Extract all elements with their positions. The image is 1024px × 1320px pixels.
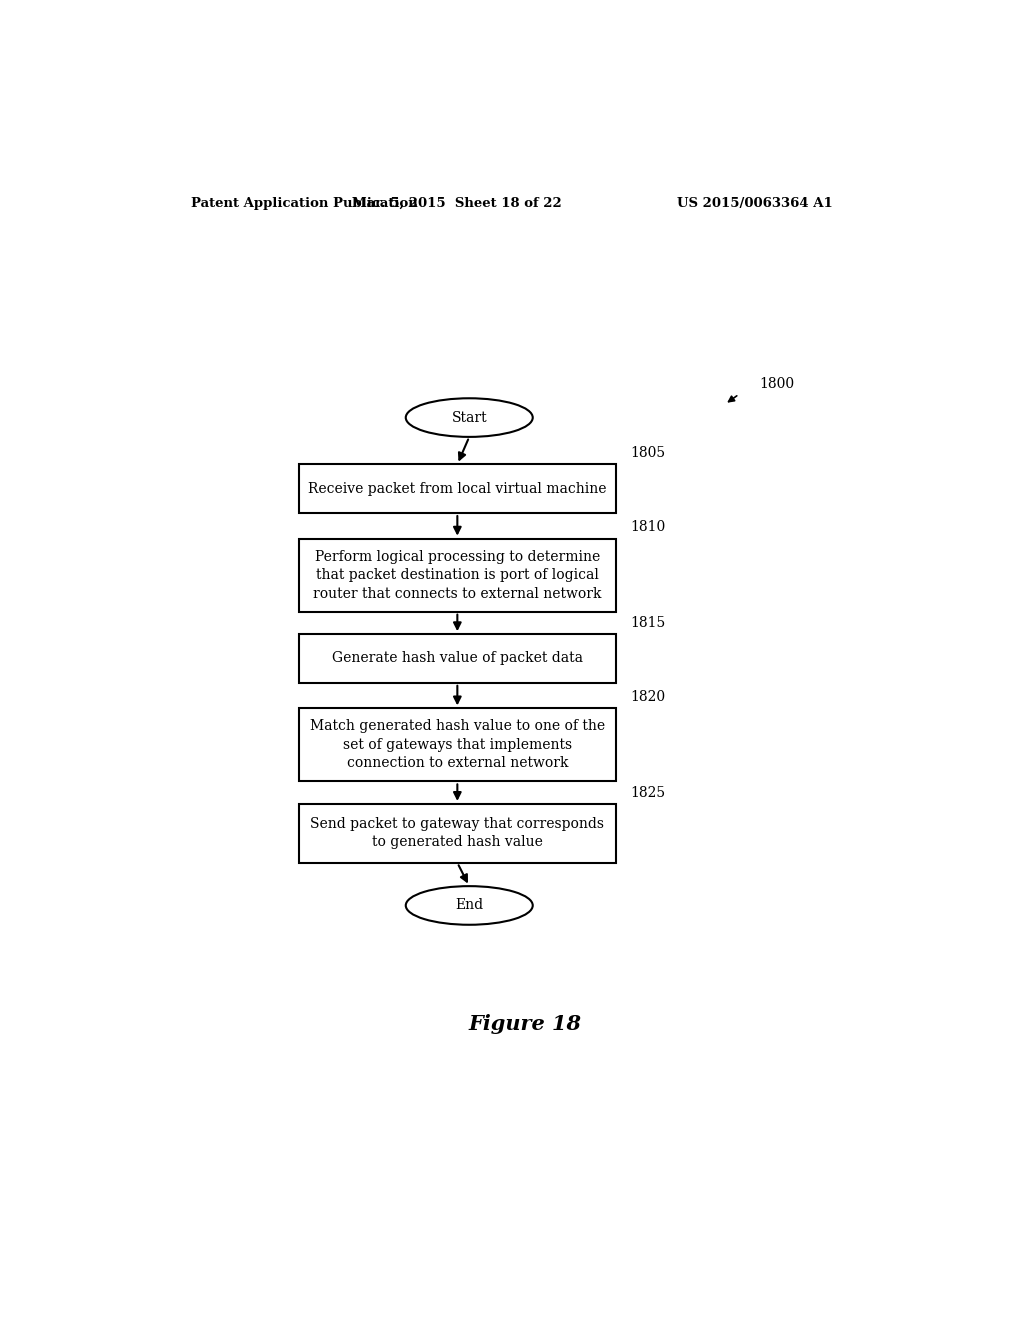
Text: Patent Application Publication: Patent Application Publication	[191, 197, 418, 210]
Text: Perform logical processing to determine
that packet destination is port of logic: Perform logical processing to determine …	[313, 549, 601, 601]
Text: 1820: 1820	[631, 690, 666, 704]
Ellipse shape	[406, 886, 532, 925]
FancyBboxPatch shape	[299, 634, 616, 682]
FancyBboxPatch shape	[299, 465, 616, 513]
Text: Match generated hash value to one of the
set of gateways that implements
connect: Match generated hash value to one of the…	[310, 719, 605, 771]
Text: 1825: 1825	[631, 785, 666, 800]
Text: Mar. 5, 2015  Sheet 18 of 22: Mar. 5, 2015 Sheet 18 of 22	[352, 197, 562, 210]
Text: 1810: 1810	[631, 520, 666, 535]
Text: Start: Start	[452, 411, 487, 425]
Text: Receive packet from local virtual machine: Receive packet from local virtual machin…	[308, 482, 606, 496]
Text: Send packet to gateway that corresponds
to generated hash value: Send packet to gateway that corresponds …	[310, 817, 604, 850]
Ellipse shape	[406, 399, 532, 437]
FancyBboxPatch shape	[299, 539, 616, 611]
Text: 1800: 1800	[759, 378, 794, 391]
Text: 1805: 1805	[631, 446, 666, 461]
FancyBboxPatch shape	[299, 804, 616, 863]
Text: 1815: 1815	[631, 616, 666, 630]
Text: End: End	[456, 899, 483, 912]
Text: Generate hash value of packet data: Generate hash value of packet data	[332, 652, 583, 665]
Text: Figure 18: Figure 18	[468, 1014, 582, 1035]
FancyBboxPatch shape	[299, 709, 616, 781]
Text: US 2015/0063364 A1: US 2015/0063364 A1	[677, 197, 833, 210]
